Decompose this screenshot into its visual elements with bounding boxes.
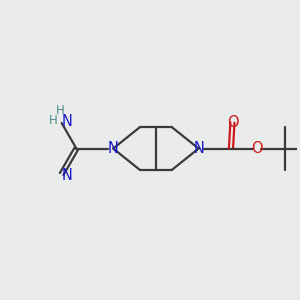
Text: O: O [226,115,238,130]
Text: O: O [251,141,263,156]
Text: N: N [61,114,72,129]
Text: N: N [61,168,72,183]
Text: N: N [193,141,204,156]
Text: H: H [56,104,64,117]
Text: H: H [49,114,58,127]
Text: N: N [108,141,118,156]
